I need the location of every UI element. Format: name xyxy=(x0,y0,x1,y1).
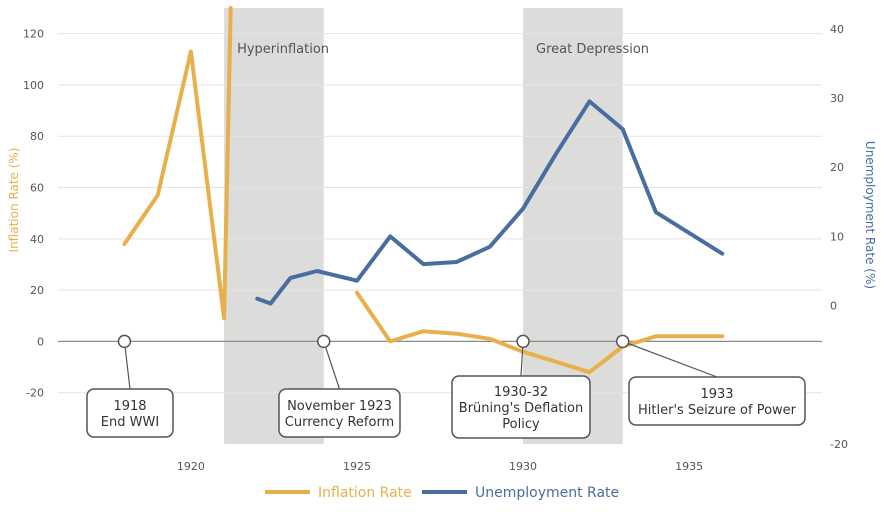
callout-box-0 xyxy=(86,388,174,438)
callout-leader-0 xyxy=(123,341,131,390)
gridlines xyxy=(58,33,822,394)
callout-text-3-1: Hitler's Seizure of Power xyxy=(638,403,797,418)
band-label-1: Great Depression xyxy=(536,42,649,57)
callout-box-2 xyxy=(451,375,591,439)
callout-marker-0 xyxy=(117,334,132,349)
x-tick-label: 1930 xyxy=(509,460,537,473)
series-line-inflation-0 xyxy=(122,6,233,321)
left-tick-label: 120 xyxy=(23,28,44,41)
right-axis-ticks: -20 0 10 20 30 40 xyxy=(830,23,848,451)
callout-leader-3 xyxy=(622,340,718,378)
left-axis-ticks: -20 0 20 40 60 80 100 120 xyxy=(23,28,44,400)
left-tick-label: 100 xyxy=(23,79,44,92)
callout-text-2-1: Brüning's Deflation xyxy=(459,401,583,416)
shaded-bands: Hyperinflation Great Depression xyxy=(224,8,649,444)
right-tick-label: 0 xyxy=(830,300,837,313)
left-tick-label: 80 xyxy=(30,130,44,143)
left-tick-label: 40 xyxy=(30,233,44,246)
right-tick-label: 40 xyxy=(830,23,844,36)
right-tick-label: 30 xyxy=(830,92,844,105)
left-tick-label: 60 xyxy=(30,182,44,195)
right-axis-title: Unemployment Rate (%) xyxy=(863,141,877,289)
callout-text-2-0: 1930-32 xyxy=(494,385,548,400)
callout-box-1 xyxy=(278,388,401,438)
left-tick-label: 20 xyxy=(30,284,44,297)
callout-text-1-1: Currency Reform xyxy=(285,415,394,430)
series-line-inflation-1 xyxy=(355,290,725,375)
callout-text-0-0: 1918 xyxy=(113,399,146,414)
band-label-0: Hyperinflation xyxy=(237,42,329,57)
callout-marker-1 xyxy=(316,334,331,349)
legend-label-inflation: Inflation Rate xyxy=(318,485,412,501)
x-tick-label: 1925 xyxy=(343,460,371,473)
callout-leader-1 xyxy=(323,341,341,390)
left-tick-label: -20 xyxy=(26,387,44,400)
band-0 xyxy=(224,8,324,444)
left-axis-title: Inflation Rate (%) xyxy=(7,148,21,253)
callout-marker-3 xyxy=(615,334,630,349)
series-lines xyxy=(122,6,725,375)
x-axis-ticks: 1920 1925 1930 1935 xyxy=(177,460,703,473)
right-tick-label: 20 xyxy=(830,161,844,174)
x-tick-label: 1920 xyxy=(177,460,205,473)
left-tick-label: 0 xyxy=(37,335,44,348)
callout-marker-2 xyxy=(516,334,530,349)
callout-text-2-2: Policy xyxy=(502,417,540,432)
callout-box-3 xyxy=(628,376,806,426)
right-tick-label: -20 xyxy=(830,438,848,451)
callout-text-3-0: 1933 xyxy=(700,387,733,402)
legend-label-unemployment: Unemployment Rate xyxy=(475,485,619,501)
x-tick-label: 1935 xyxy=(675,460,703,473)
callout-text-1-0: November 1923 xyxy=(287,399,392,414)
callout-text-0-1: End WWI xyxy=(101,415,159,430)
band-1 xyxy=(523,8,623,444)
right-tick-label: 10 xyxy=(830,230,844,243)
series-line-unemployment-0 xyxy=(255,99,725,306)
legend: Inflation Rate Unemployment Rate xyxy=(265,485,619,501)
